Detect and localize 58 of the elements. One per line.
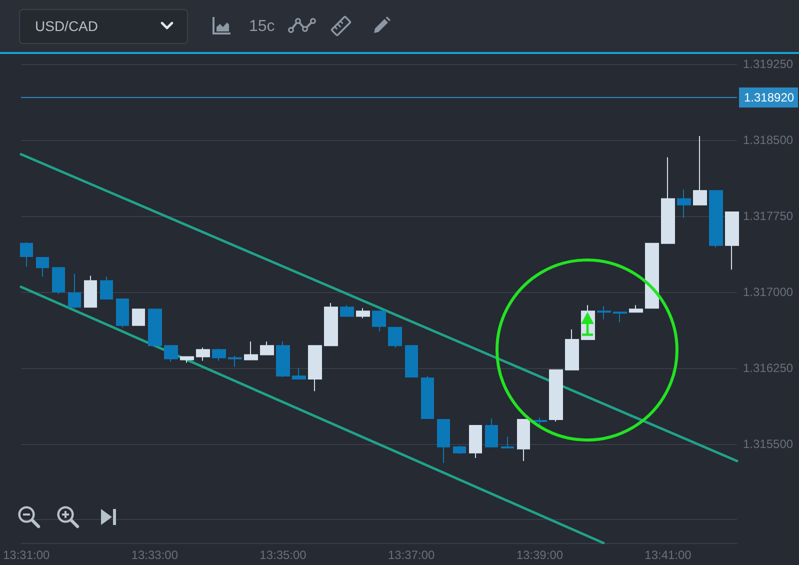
candlestick	[645, 242, 659, 309]
candlestick	[132, 308, 145, 326]
y-tick-label: 1.316250	[743, 360, 794, 375]
y-tick-label: 1.315500	[743, 436, 794, 451]
candlestick	[228, 355, 242, 368]
candlestick	[437, 418, 450, 464]
y-tick-label: 1.319250	[743, 57, 794, 72]
candlestick	[308, 345, 322, 392]
candlestick	[372, 310, 386, 332]
x-tick-label: 13:41:00	[644, 548, 692, 562]
candlestick	[388, 326, 402, 348]
candlestick	[453, 445, 466, 454]
y-tick-label: 1.317750	[743, 208, 794, 223]
candlestick	[20, 242, 33, 268]
candlestick	[677, 189, 691, 219]
chart-title: USD/CAD	[35, 18, 98, 35]
candlestick	[693, 136, 707, 206]
candlestick	[276, 341, 290, 378]
x-tick-label: 13:33:00	[131, 548, 178, 562]
candlestick	[260, 341, 274, 356]
candlestick	[469, 425, 482, 458]
candlestick	[613, 312, 627, 323]
x-tick-label: 13:35:00	[260, 548, 307, 562]
candlestick	[517, 418, 530, 462]
candlestick	[597, 306, 611, 320]
candlestick	[485, 418, 498, 448]
candlestick	[244, 341, 258, 360]
candlestick	[405, 345, 418, 378]
ref-line-label: 1.318920	[744, 90, 794, 105]
candlestick	[661, 156, 675, 244]
candlestick	[356, 308, 370, 319]
candlestick	[36, 256, 49, 278]
candlestick	[549, 369, 563, 422]
candlestick	[148, 308, 162, 346]
chart-subtitle: 15c	[249, 17, 275, 36]
candlestick	[164, 345, 178, 362]
candlestick	[84, 275, 97, 308]
candlestick	[725, 211, 739, 270]
candlestick	[292, 367, 306, 380]
candlestick	[68, 273, 81, 309]
candlestick	[196, 347, 210, 362]
candlestick	[565, 328, 579, 370]
x-tick-label: 13:37:00	[388, 548, 436, 562]
y-tick-label: 1.317000	[743, 284, 794, 299]
candlestick	[421, 375, 434, 419]
candlestick	[709, 190, 723, 248]
candlestick	[180, 356, 194, 364]
candlestick	[212, 348, 226, 362]
candlestick	[629, 304, 643, 313]
candlestick	[324, 302, 338, 346]
x-tick-label: 13:39:00	[516, 548, 564, 562]
candlestick	[52, 267, 65, 294]
x-tick-label: 13:31:00	[2, 548, 50, 562]
candlestick	[100, 276, 113, 300]
candlestick	[340, 304, 354, 317]
candlestick	[116, 298, 129, 328]
y-tick-label: 1.318500	[743, 133, 794, 148]
candlestick	[501, 436, 514, 448]
